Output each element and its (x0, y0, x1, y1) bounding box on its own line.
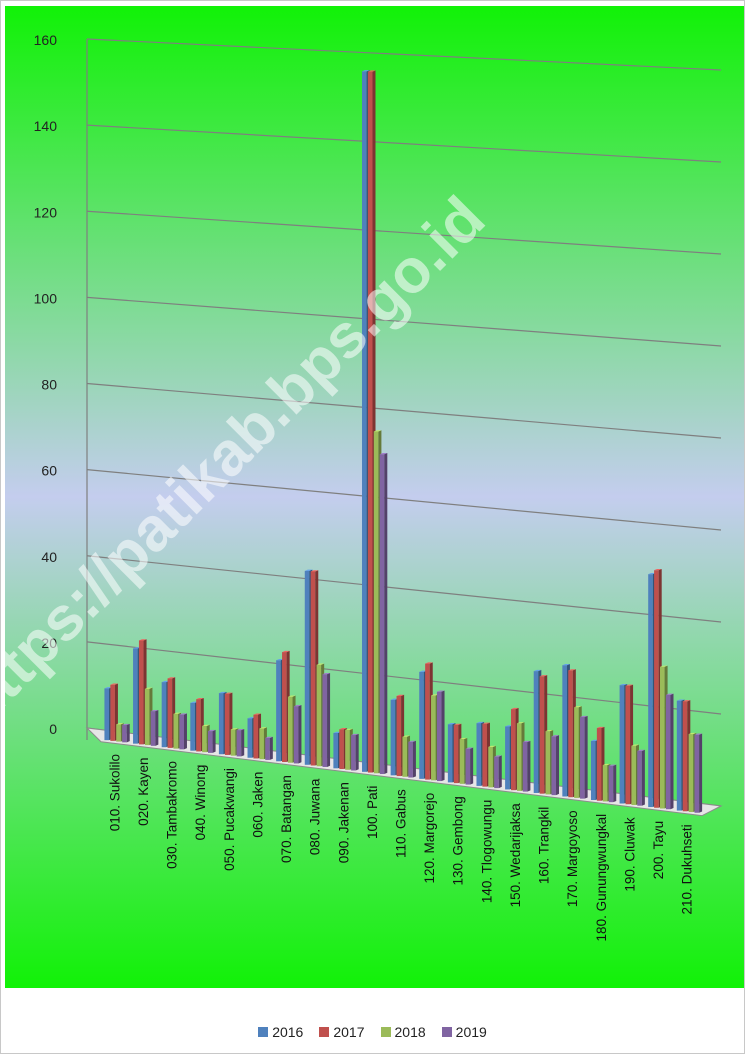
x-tick-label: 160. Trangkil (537, 807, 552, 884)
plot-area: 0 20 40 60 80 100 120 140 160 010. Sukolilo 020. K… (5, 6, 744, 988)
bar (551, 735, 559, 795)
x-tick-label: 080. Juwana (308, 778, 323, 855)
legend-item: 2018 (381, 1024, 426, 1040)
legend-label: 2019 (456, 1024, 487, 1040)
bar (351, 734, 359, 771)
y-tick-label: 140 (34, 118, 58, 134)
bar (151, 710, 159, 746)
bar (265, 737, 273, 760)
bar (609, 765, 617, 803)
bar (666, 694, 674, 810)
legend-swatch (442, 1027, 452, 1037)
legend-label: 2016 (272, 1024, 303, 1040)
bar (380, 453, 388, 774)
y-tick-label: 120 (34, 204, 58, 220)
legend-item: 2016 (258, 1024, 303, 1040)
x-tick-label: 100. Pati (365, 786, 380, 839)
x-tick-label: 010. Sukolilo (107, 754, 122, 831)
bar (179, 713, 187, 749)
x-tick-label: 030. Tambakromo (165, 761, 180, 869)
x-tick-label: 110. Gabus (394, 789, 409, 858)
legend-swatch (381, 1027, 391, 1037)
x-tick-label: 070. Batangan (279, 775, 294, 863)
x-tick-label: 020. Kayen (136, 757, 151, 825)
bar (494, 755, 502, 788)
y-tick-label: 80 (41, 377, 57, 393)
x-tick-label: 190. Cluwak (622, 817, 637, 892)
x-tick-label: 140. Tlogowungu (479, 800, 494, 903)
x-tick-label: 130. Gembong (451, 796, 466, 885)
legend-swatch (258, 1027, 268, 1037)
bar (294, 705, 302, 763)
bar (637, 750, 645, 806)
bar (322, 673, 330, 767)
bar (466, 748, 474, 785)
bar (237, 729, 245, 756)
legend-label: 2017 (333, 1024, 364, 1040)
legend-item: 2017 (319, 1024, 364, 1040)
bar (437, 690, 445, 781)
legend-item: 2019 (442, 1024, 487, 1040)
y-tick-label: 100 (34, 290, 58, 306)
legend-label: 2018 (395, 1024, 426, 1040)
bar (523, 741, 531, 792)
x-tick-label: 150. Wedarijaksa (508, 803, 523, 908)
bar (208, 730, 216, 753)
x-tick-label: 210. Dukuhseti (680, 824, 695, 914)
bar (695, 734, 703, 813)
x-tick-label: 120. Margorejo (422, 793, 437, 884)
y-tick-label: 0 (49, 721, 57, 737)
legend-swatch (319, 1027, 329, 1037)
y-tick-label: 60 (41, 463, 57, 479)
x-tick-label: 050. Pucakwangi (222, 768, 237, 871)
bar (408, 741, 416, 778)
x-tick-label: 200. Tayu (651, 821, 666, 879)
y-tick-label: 40 (41, 549, 57, 565)
bar (122, 724, 130, 742)
x-tick-label: 170. Margoyoso (565, 810, 580, 907)
bar (580, 716, 588, 799)
y-tick-label: 160 (34, 32, 58, 48)
x-tick-label: 180. Gunungwungkal (594, 814, 609, 942)
x-tick-label: 090. Jakenan (336, 782, 351, 863)
x-tick-label: 040. Winong (193, 765, 208, 841)
x-tick-label: 060. Jaken (250, 772, 265, 838)
legend: 2016 2017 2018 2019 (0, 1020, 745, 1044)
